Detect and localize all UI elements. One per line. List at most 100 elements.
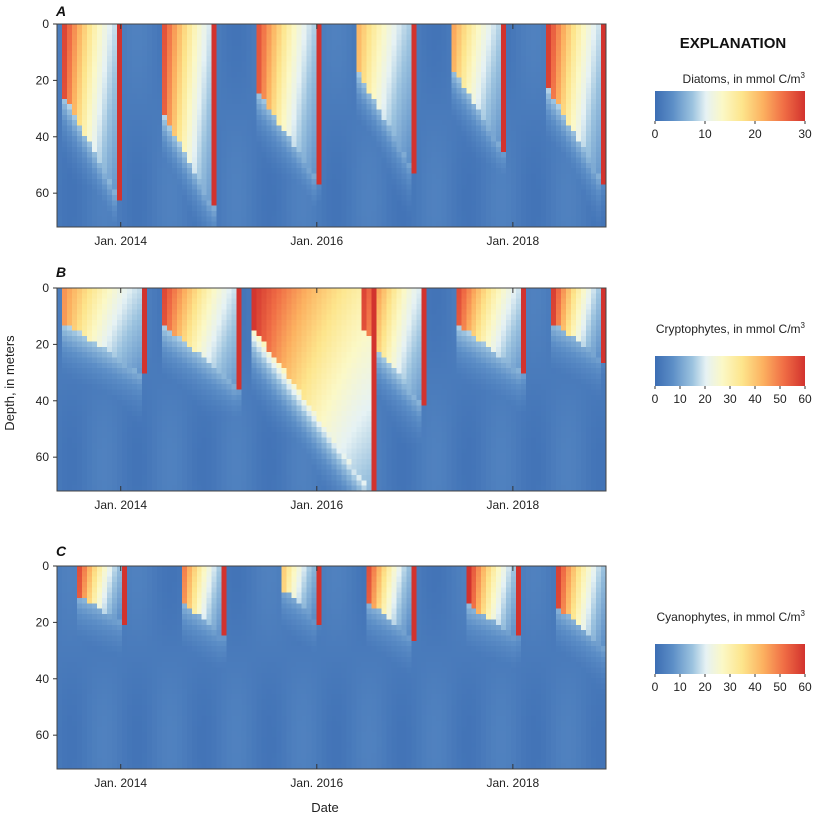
heatmap-cell	[81, 34, 88, 41]
heatmap-cell	[216, 189, 223, 196]
heatmap-cell	[586, 146, 592, 153]
heatmap-cell	[596, 88, 602, 95]
heatmap-cell	[176, 178, 183, 185]
heatmap-cell	[586, 157, 592, 164]
heatmap-cell	[146, 216, 153, 223]
heatmap-cell	[121, 109, 128, 116]
heatmap-cell	[576, 72, 582, 79]
heatmap-cell	[96, 485, 103, 492]
heatmap-cell	[376, 82, 383, 89]
heatmap-cell	[316, 184, 323, 191]
heatmap-cell	[366, 141, 373, 148]
heatmap-cell	[466, 194, 472, 201]
heatmap-cell	[71, 40, 78, 46]
heatmap-cell	[556, 29, 562, 36]
heatmap-cell	[321, 98, 328, 105]
heatmap-cell	[126, 162, 133, 169]
heatmap-cell	[306, 216, 313, 223]
heatmap-cell	[236, 88, 243, 95]
heatmap-cell	[121, 437, 128, 444]
heatmap-cell	[366, 168, 373, 175]
heatmap-cell	[421, 72, 427, 79]
heatmap-cell	[156, 61, 163, 68]
heatmap-cell	[421, 146, 427, 153]
heatmap-cell	[496, 88, 502, 95]
heatmap-cell	[81, 320, 88, 326]
heatmap-cell	[356, 210, 363, 217]
heatmap-cell	[256, 189, 263, 196]
heatmap-cell	[101, 125, 108, 132]
heatmap-cell	[271, 114, 278, 121]
heatmap-cell	[161, 77, 168, 84]
heatmap-cell	[326, 168, 333, 175]
heatmap-cell	[411, 125, 417, 132]
heatmap-cell	[321, 104, 328, 111]
heatmap-cell	[251, 184, 258, 191]
heatmap-cell	[221, 61, 228, 68]
heatmap-cell	[146, 98, 153, 105]
heatmap-cell	[146, 437, 153, 444]
heatmap-cell	[346, 93, 353, 100]
heatmap-cell	[566, 162, 572, 169]
heatmap-cell	[271, 29, 278, 36]
heatmap-cell	[471, 34, 477, 41]
heatmap-cell	[71, 453, 78, 460]
heatmap-cell	[401, 141, 407, 148]
heatmap-cell	[371, 61, 378, 68]
heatmap-cell	[71, 320, 78, 326]
heatmap-cell	[511, 45, 517, 52]
heatmap-cell	[116, 34, 123, 41]
heatmap-cell	[241, 173, 248, 180]
heatmap-cell	[431, 77, 437, 84]
heatmap-cell	[136, 309, 143, 316]
heatmap-cell	[371, 146, 378, 153]
heatmap-cell	[231, 168, 238, 175]
heatmap-cell	[61, 400, 68, 407]
heatmap-cell	[131, 373, 138, 380]
heatmap-cell	[436, 98, 442, 105]
heatmap-cell	[71, 416, 78, 423]
heatmap-cell	[126, 114, 133, 121]
heatmap-cell	[406, 104, 412, 111]
heatmap-cell	[246, 173, 253, 180]
heatmap-cell	[396, 56, 402, 62]
heatmap-cell	[146, 104, 153, 111]
heatmap-cell	[131, 432, 138, 439]
heatmap-cell	[156, 410, 163, 417]
heatmap-cell	[211, 189, 218, 196]
heatmap-cell	[361, 34, 368, 41]
heatmap-cell	[61, 157, 68, 164]
heatmap-cell	[426, 61, 432, 68]
heatmap-cell	[511, 210, 517, 217]
heatmap-cell	[241, 109, 248, 116]
heatmap-cell	[326, 88, 333, 95]
heatmap-cell	[86, 400, 93, 407]
heatmap-cell	[71, 480, 78, 487]
heatmap-cell	[216, 24, 223, 30]
heatmap-cell	[506, 162, 512, 169]
heatmap-cell	[141, 464, 148, 471]
heatmap-cell	[126, 77, 133, 84]
heatmap-cell	[96, 162, 103, 169]
heatmap-cell	[526, 82, 532, 89]
heatmap-cell	[146, 469, 153, 476]
heatmap-cell	[506, 141, 512, 148]
heatmap-cell	[546, 109, 552, 116]
heatmap-cell	[86, 464, 93, 471]
heatmap-cell	[121, 194, 128, 201]
heatmap-cell	[356, 29, 363, 36]
heatmap-cell	[506, 152, 512, 159]
heatmap-cell	[551, 29, 557, 36]
heatmap-cell	[476, 104, 482, 111]
heatmap-cell	[151, 341, 158, 348]
heatmap-cell	[531, 88, 537, 95]
heatmap-cell	[256, 66, 263, 73]
heatmap-cell	[181, 24, 188, 30]
heatmap-cell	[81, 194, 88, 201]
heatmap-cell	[141, 152, 148, 159]
heatmap-cell	[486, 45, 492, 52]
heatmap-cell	[91, 66, 98, 73]
heatmap-cell	[141, 405, 148, 412]
heatmap-cell	[576, 205, 582, 212]
